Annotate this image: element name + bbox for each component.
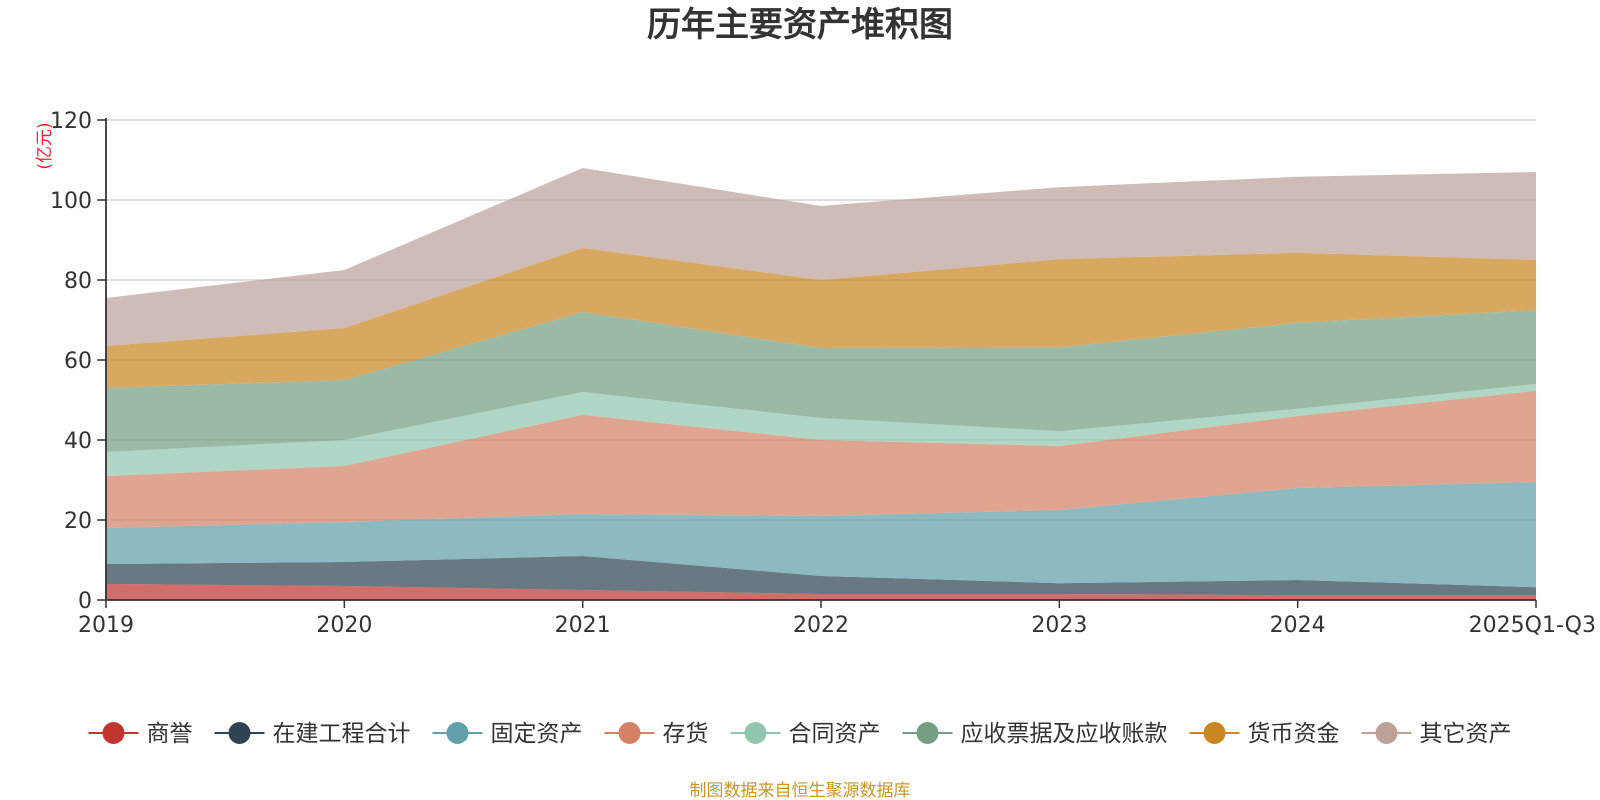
x-tick-label: 2023 bbox=[1031, 613, 1087, 638]
legend-item-0[interactable]: 商誉 bbox=[88, 721, 193, 747]
legend-label: 在建工程合计 bbox=[273, 721, 411, 747]
legend: 商誉 在建工程合计 固定资产 存货 合同资产 应收票据及应收账款 货币资金 其它资产 bbox=[88, 721, 1512, 747]
y-tick-label: 60 bbox=[64, 349, 92, 374]
x-tick-label: 2022 bbox=[793, 613, 849, 638]
area-7 bbox=[106, 168, 1536, 346]
legend-item-5[interactable]: 应收票据及应收账款 bbox=[902, 721, 1168, 747]
legend-label: 应收票据及应收账款 bbox=[961, 721, 1168, 747]
x-tick-label: 2019 bbox=[78, 613, 134, 638]
area-5 bbox=[106, 310, 1536, 452]
legend-circle-marker bbox=[228, 722, 251, 744]
x-tick-label: 2021 bbox=[555, 613, 611, 638]
legend-circle-marker bbox=[446, 722, 469, 744]
x-tick-label: 2025Q1-Q3 bbox=[1469, 613, 1596, 638]
y-tick-label: 20 bbox=[64, 509, 92, 534]
legend-circle-marker bbox=[1375, 722, 1398, 744]
area-1 bbox=[106, 556, 1536, 596]
y-tick-label: 40 bbox=[64, 429, 92, 454]
legend-label: 货币资金 bbox=[1248, 721, 1340, 747]
y-tick-label: 80 bbox=[64, 269, 92, 294]
area-6 bbox=[106, 248, 1536, 388]
x-tick-label: 2024 bbox=[1270, 613, 1326, 638]
legend-circle-marker bbox=[916, 722, 939, 744]
area-series bbox=[106, 168, 1536, 600]
legend-label: 存货 bbox=[663, 721, 709, 747]
chart-title: 历年主要资产堆积图 bbox=[647, 5, 953, 45]
source-note: 制图数据来自恒生聚源数据库 bbox=[690, 781, 911, 800]
y-axis-unit-label: (亿元) bbox=[35, 122, 55, 169]
legend-item-3[interactable]: 存货 bbox=[604, 721, 709, 747]
legend-item-6[interactable]: 货币资金 bbox=[1189, 721, 1340, 747]
legend-label: 其它资产 bbox=[1420, 721, 1512, 747]
area-3 bbox=[106, 390, 1536, 528]
y-tick-label: 100 bbox=[50, 189, 92, 214]
legend-label: 固定资产 bbox=[491, 721, 583, 747]
area-2 bbox=[106, 482, 1536, 588]
legend-circle-marker bbox=[744, 722, 767, 744]
legend-item-1[interactable]: 在建工程合计 bbox=[214, 721, 411, 747]
axes: 0 20 40 60 80 100 120 2019 2020 2021 2022 2023 2024 2… bbox=[50, 109, 1596, 638]
legend-circle-marker bbox=[102, 722, 125, 744]
y-tick-label: 0 bbox=[78, 589, 92, 614]
legend-item-7[interactable]: 其它资产 bbox=[1361, 721, 1512, 747]
area-4 bbox=[106, 384, 1536, 476]
legend-item-2[interactable]: 固定资产 bbox=[432, 721, 583, 747]
legend-circle-marker bbox=[618, 722, 641, 744]
legend-label: 合同资产 bbox=[789, 721, 881, 747]
legend-circle-marker bbox=[1203, 722, 1226, 744]
legend-label: 商誉 bbox=[147, 721, 193, 747]
x-tick-label: 2020 bbox=[316, 613, 372, 638]
area-0 bbox=[106, 584, 1536, 600]
legend-item-4[interactable]: 合同资产 bbox=[730, 721, 881, 747]
y-tick-label: 120 bbox=[50, 109, 92, 134]
